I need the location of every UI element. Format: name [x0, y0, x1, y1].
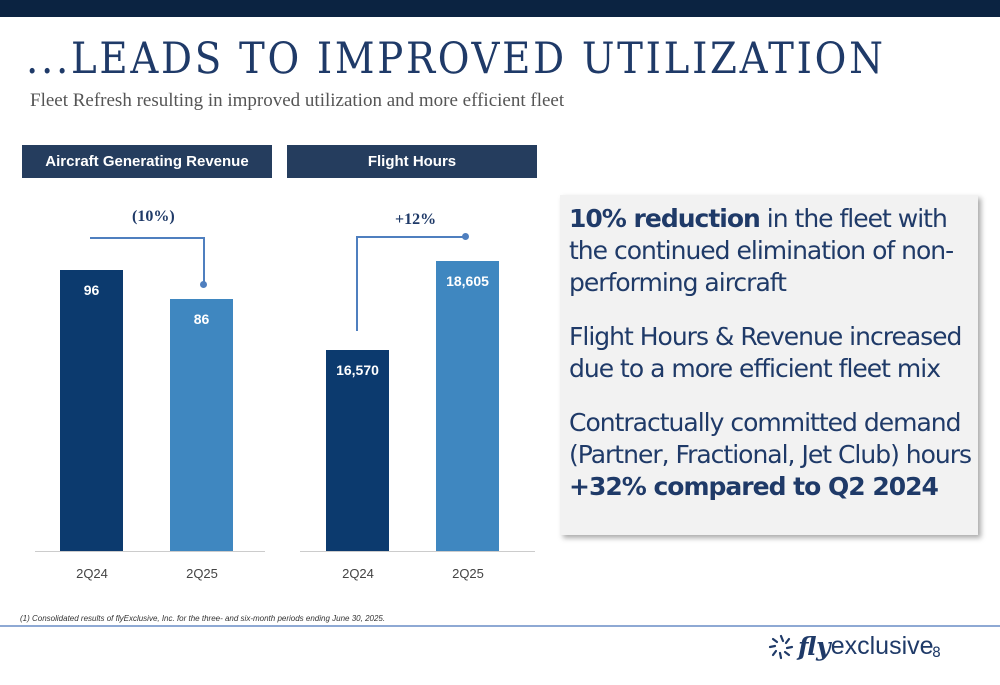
logo-exclusive: exclusive	[830, 632, 934, 660]
page-number: 8	[932, 645, 941, 661]
footnote: (1) Consolidated results of flyExclusive…	[20, 614, 386, 623]
data-label: 86	[193, 311, 210, 328]
chart-baseline	[35, 551, 265, 552]
category-label: 2Q24	[76, 566, 108, 581]
callout-point-2: Flight Hours & Revenue increased due to …	[569, 322, 962, 383]
bar-2q24	[326, 350, 389, 551]
data-label: 16,570	[336, 362, 379, 379]
chart-baseline	[300, 551, 535, 552]
bar-2q24	[60, 270, 123, 551]
callout-point-1: 10% reduction in the fleet with the cont…	[569, 203, 978, 299]
change-label-aircraft: (10%)	[132, 208, 175, 225]
bracket-dot	[200, 281, 207, 288]
callout-point-3: Contractually committed demand (Partner,…	[569, 407, 978, 503]
chart-header-aircraft: Aircraft Generating Revenue	[22, 145, 272, 178]
bar-2q25	[436, 261, 499, 551]
logo-fly: fly	[798, 632, 831, 661]
swirl-icon	[768, 634, 794, 659]
top-bar	[0, 0, 1000, 17]
footer-divider	[0, 625, 1000, 627]
bar-2q25	[170, 299, 233, 551]
category-label: 2Q25	[186, 566, 218, 581]
category-label: 2Q25	[452, 566, 484, 581]
bracket-line	[356, 236, 358, 331]
callout-text: Contractually committed demand (Partner,…	[569, 408, 972, 469]
change-label-flight-hours: +12%	[395, 211, 437, 228]
data-label: 96	[83, 282, 100, 299]
bracket-line	[356, 236, 466, 238]
bracket-line	[90, 237, 205, 239]
callout-box: 10% reduction in the fleet with the cont…	[560, 195, 978, 535]
bracket-line	[203, 237, 205, 284]
callout-text: in the fleet with the continued eliminat…	[569, 204, 954, 297]
chart-header-flight-hours: Flight Hours	[287, 145, 537, 178]
page-title: ...LEADS TO IMPROVED UTILIZATION	[26, 34, 886, 84]
data-label: 18,605	[446, 273, 489, 290]
callout-bold: +32% compared to Q2 2024	[569, 472, 939, 501]
page-subtitle: Fleet Refresh resulting in improved util…	[30, 90, 565, 111]
bracket-dot	[462, 233, 469, 240]
flyexclusive-logo: fly exclusive	[768, 632, 934, 661]
callout-bold: 10% reduction	[569, 204, 761, 233]
category-label: 2Q24	[342, 566, 374, 581]
